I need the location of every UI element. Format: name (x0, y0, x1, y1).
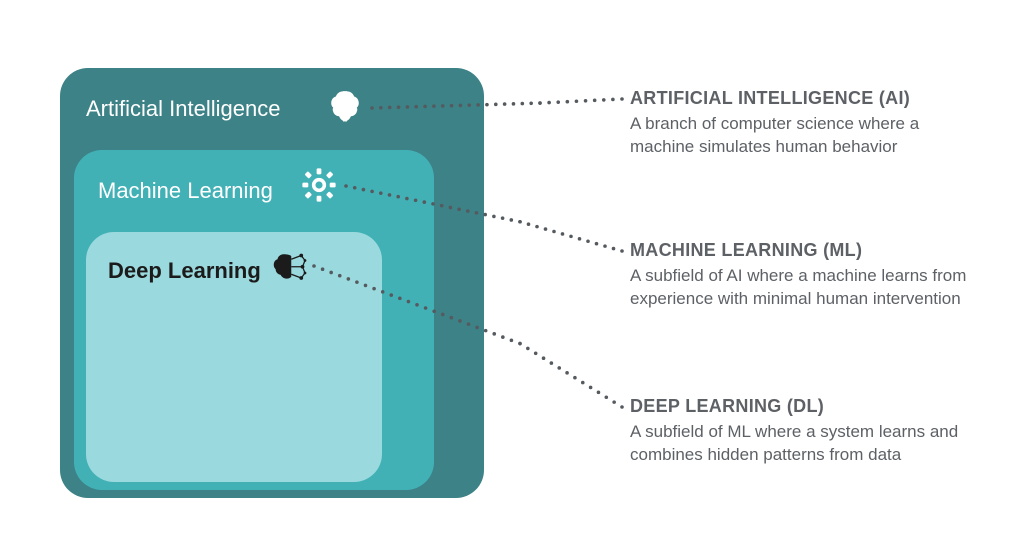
ml-box-label: Machine Learning (98, 180, 273, 202)
dl-definition-body: A subfield of ML where a system learns a… (630, 421, 970, 467)
brain-icon (324, 86, 366, 133)
ai-box-label: Artificial Intelligence (86, 98, 280, 120)
ai-definition-title: ARTIFICIAL INTELLIGENCE (AI) (630, 88, 970, 109)
ml-definition: MACHINE LEARNING (ML) A subfield of AI w… (630, 240, 970, 311)
ai-definition-body: A branch of computer science where a mac… (630, 113, 970, 159)
neural-net-icon (270, 248, 310, 293)
diagram-stage: Artificial Intelligence Machine Learning (0, 0, 1024, 558)
ml-definition-body: A subfield of AI where a machine learns … (630, 265, 970, 311)
ai-definition: ARTIFICIAL INTELLIGENCE (AI) A branch of… (630, 88, 970, 159)
dl-definition: DEEP LEARNING (DL) A subfield of ML wher… (630, 396, 970, 467)
gear-icon (300, 166, 338, 209)
dl-box-label: Deep Learning (108, 260, 261, 282)
dl-box: Deep Learning (86, 232, 382, 482)
ml-definition-title: MACHINE LEARNING (ML) (630, 240, 970, 261)
dl-definition-title: DEEP LEARNING (DL) (630, 396, 970, 417)
